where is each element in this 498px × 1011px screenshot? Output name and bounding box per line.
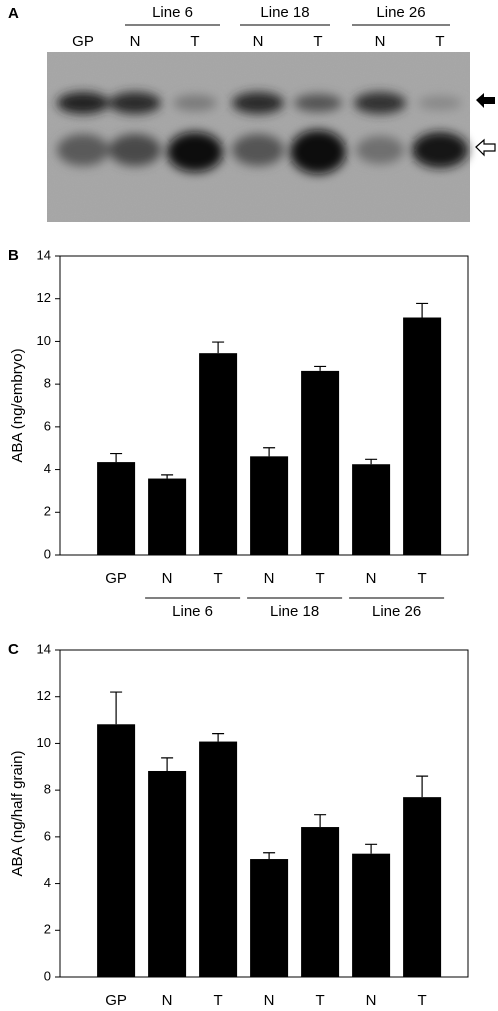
y-tick-label: 6 bbox=[44, 418, 51, 433]
x-tick-label: N bbox=[162, 570, 173, 587]
group-label: Line 18 bbox=[270, 603, 319, 620]
group-label: Line 6 bbox=[152, 4, 193, 21]
x-tick-label: N bbox=[162, 992, 173, 1009]
group-label: Line 26 bbox=[372, 603, 421, 620]
lane-label: T bbox=[435, 33, 444, 50]
group-label: Line 18 bbox=[260, 4, 309, 21]
y-tick-label: 4 bbox=[44, 875, 51, 890]
x-tick-label: T bbox=[316, 570, 325, 587]
bar bbox=[148, 770, 187, 977]
gel-panel: A bbox=[8, 5, 496, 222]
error-bar bbox=[314, 814, 327, 828]
bar bbox=[301, 827, 340, 977]
error-bar bbox=[212, 733, 225, 742]
x-tick-label: GP bbox=[105, 570, 127, 587]
bar bbox=[250, 456, 289, 555]
lane-label: T bbox=[190, 33, 199, 50]
error-bar bbox=[365, 843, 378, 854]
x-tick-label: GP bbox=[105, 992, 127, 1009]
error-bar bbox=[161, 757, 174, 771]
y-tick-label: 10 bbox=[37, 333, 51, 348]
y-tick-label: 0 bbox=[44, 968, 51, 983]
lane-label: N bbox=[253, 33, 264, 50]
error-bar bbox=[110, 452, 123, 463]
x-tick-label: T bbox=[214, 570, 223, 587]
x-tick-label: T bbox=[214, 992, 223, 1009]
arrow-filled bbox=[476, 93, 495, 108]
gel-labels: GP N T N T N T Line 6 Line 18 Line 26 bbox=[72, 4, 450, 50]
error-bar bbox=[161, 474, 174, 479]
x-tick-label: T bbox=[418, 570, 427, 587]
y-axis-label: ABA (ng/embryo) bbox=[9, 348, 26, 462]
bar bbox=[148, 478, 187, 555]
y-tick-label: 2 bbox=[44, 922, 51, 937]
bar bbox=[199, 741, 238, 977]
gel-bands bbox=[57, 92, 468, 174]
panel-label: A bbox=[8, 5, 19, 22]
arrow-open bbox=[475, 138, 496, 157]
y-tick-label: 12 bbox=[37, 290, 51, 305]
y-tick-label: 0 bbox=[44, 546, 51, 561]
bar bbox=[301, 370, 340, 555]
bar bbox=[97, 462, 136, 555]
y-tick-label: 12 bbox=[37, 688, 51, 703]
x-tick-label: N bbox=[366, 570, 377, 587]
panel-label: C bbox=[8, 641, 19, 658]
y-tick-label: 6 bbox=[44, 828, 51, 843]
y-tick-label: 4 bbox=[44, 461, 51, 476]
error-bar bbox=[365, 458, 378, 465]
bar bbox=[352, 853, 391, 977]
x-tick-label: T bbox=[418, 992, 427, 1009]
y-tick-label: 8 bbox=[44, 782, 51, 797]
y-tick-label: 10 bbox=[37, 735, 51, 750]
y-tick-label: 8 bbox=[44, 376, 51, 391]
x-tick-label: N bbox=[366, 992, 377, 1009]
panel-label: B bbox=[8, 247, 19, 264]
bar bbox=[199, 353, 238, 555]
lane-label: T bbox=[313, 33, 322, 50]
y-tick-label: 14 bbox=[37, 641, 51, 656]
x-tick-label: N bbox=[264, 570, 275, 587]
bar bbox=[403, 317, 442, 555]
error-bar bbox=[110, 691, 123, 725]
y-tick-label: 14 bbox=[37, 247, 51, 262]
error-bar bbox=[263, 852, 276, 860]
y-axis-label: ABA (ng/half grain) bbox=[9, 751, 26, 877]
y-tick-label: 2 bbox=[44, 504, 51, 519]
error-bar bbox=[416, 775, 429, 798]
error-bar bbox=[263, 447, 276, 457]
error-bar bbox=[416, 302, 429, 318]
error-bar bbox=[212, 341, 225, 354]
group-label: Line 26 bbox=[376, 4, 425, 21]
x-tick-label: T bbox=[316, 992, 325, 1009]
bar bbox=[352, 464, 391, 555]
bar bbox=[250, 859, 289, 977]
error-bar bbox=[314, 365, 327, 371]
group-label: Line 6 bbox=[172, 603, 213, 620]
bar bbox=[97, 724, 136, 977]
lane-label: N bbox=[375, 33, 386, 50]
bar bbox=[403, 797, 442, 977]
lane-label: GP bbox=[72, 33, 94, 50]
x-tick-label: N bbox=[264, 992, 275, 1009]
lane-label: N bbox=[130, 33, 141, 50]
